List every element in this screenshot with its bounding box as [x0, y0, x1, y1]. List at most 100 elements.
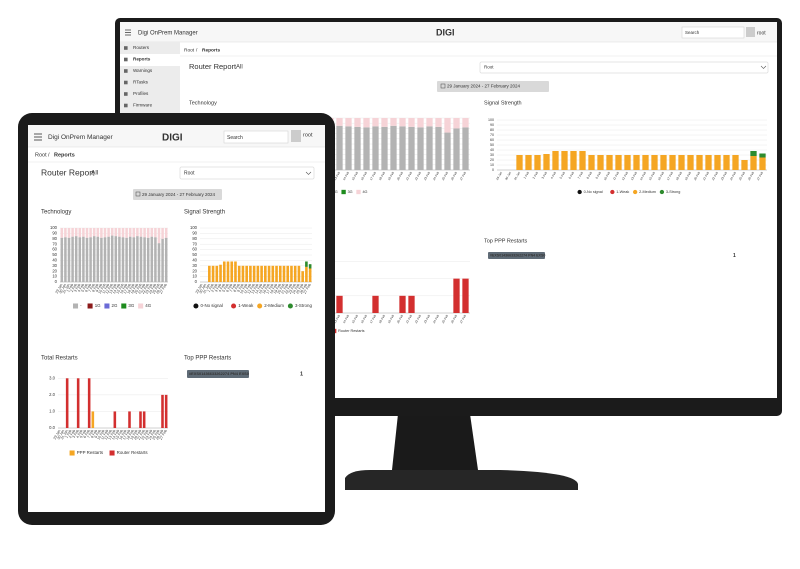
date-range-button[interactable] — [133, 189, 222, 200]
x-tick-label: 1 Feb — [66, 283, 74, 293]
bar — [241, 265, 245, 282]
logo: DIGI — [162, 133, 183, 144]
bar — [275, 265, 278, 282]
legend-label[interactable]: 2-Medium — [639, 190, 656, 194]
legend-marker — [73, 303, 79, 309]
legend-label[interactable]: 4G — [145, 303, 151, 308]
search-box[interactable] — [223, 130, 289, 144]
bar — [139, 411, 142, 428]
user-name[interactable]: root — [757, 30, 766, 36]
x-tick-label: 11 Feb — [101, 283, 110, 294]
x-tick-label: 27 Feb — [459, 314, 467, 324]
legend-label[interactable]: 2G — [112, 303, 118, 308]
menu-icon[interactable] — [34, 133, 42, 141]
x-tick-label: 19 Feb — [130, 283, 139, 295]
legend-label[interactable]: 1-Weak — [238, 303, 254, 308]
bar — [732, 155, 739, 170]
x-tick-label: 25 Feb — [738, 171, 746, 181]
x-tick-label: 9 Feb — [595, 171, 603, 180]
x-tick-label: 2 Feb — [532, 171, 540, 180]
legend-label[interactable]: - — [80, 303, 82, 308]
bar — [118, 228, 121, 237]
bar — [267, 265, 271, 282]
avatar[interactable] — [291, 130, 301, 142]
x-tick-label: 22 Feb — [141, 429, 150, 441]
legend-label[interactable]: 1-Weak — [616, 190, 629, 194]
x-tick-label: 11 Feb — [243, 283, 252, 294]
bar — [226, 261, 230, 282]
legend-label[interactable]: 2-Medium — [264, 303, 284, 308]
x-tick-label: 16 Feb — [360, 314, 368, 324]
legend-marker — [231, 303, 237, 309]
y-tick-label: 3.0 — [49, 375, 55, 380]
legend-label[interactable]: 1G — [95, 303, 101, 308]
bar — [372, 295, 379, 313]
date-range: 29 January 2024 - 27 February 2024 — [142, 192, 216, 197]
bar — [615, 155, 622, 170]
x-tick-label: 20 Feb — [396, 314, 404, 324]
legend-label[interactable]: Router Restarts — [338, 329, 364, 333]
bar — [136, 228, 139, 237]
legend-label[interactable]: 2G — [333, 190, 338, 194]
bar — [87, 378, 91, 428]
legend-marker — [121, 303, 127, 309]
legend-marker — [193, 303, 199, 309]
menu-icon[interactable] — [125, 29, 131, 36]
search-box[interactable] — [681, 26, 745, 39]
date-range-button[interactable] — [437, 81, 549, 92]
breadcrumb-separator: / — [196, 47, 198, 53]
bar — [215, 265, 219, 282]
y-tick-label: 40 — [490, 148, 494, 152]
bar — [114, 228, 118, 237]
router-select[interactable] — [479, 61, 769, 74]
bar — [139, 228, 143, 237]
bar — [237, 265, 241, 282]
report-scope: All — [236, 65, 243, 71]
x-tick-label: 14 Feb — [342, 171, 350, 181]
legend-label[interactable]: 3-Strong — [295, 303, 312, 308]
legend-label[interactable]: 3G — [128, 303, 134, 308]
x-tick-label: 5 Feb — [79, 429, 87, 439]
bar — [678, 155, 685, 170]
x-tick-label: 21 Feb — [405, 314, 413, 324]
router-select[interactable] — [179, 166, 315, 180]
legend-label[interactable]: 3G — [348, 190, 353, 194]
sidebar-item[interactable]: Reports — [133, 57, 151, 62]
x-tick-label: 19 Feb — [684, 171, 692, 181]
x-tick-label: 13 Feb — [251, 283, 260, 295]
bar — [132, 237, 136, 282]
bar — [372, 118, 379, 127]
x-tick-label: 30 Jan — [56, 429, 65, 440]
legend-marker — [257, 303, 263, 309]
user-name[interactable]: root — [303, 132, 313, 138]
legend-label[interactable]: 0-No signal — [201, 303, 223, 308]
bar — [660, 155, 667, 170]
device-badge[interactable] — [187, 370, 249, 378]
device-badge[interactable] — [488, 252, 545, 259]
chart-title: Technology — [189, 100, 217, 106]
breadcrumb-root[interactable]: Root — [184, 47, 195, 53]
bar — [435, 118, 442, 127]
bar — [290, 265, 293, 282]
bar — [516, 155, 523, 170]
x-tick-label: 12 Feb — [621, 171, 629, 181]
legend-label[interactable]: 3-Strong — [666, 190, 680, 194]
sidebar-item[interactable]: Routers — [133, 45, 150, 50]
bar — [211, 265, 215, 282]
bar — [561, 151, 568, 170]
y-tick-label: 0.0 — [49, 425, 55, 430]
bar — [64, 228, 67, 238]
legend-label[interactable]: Router Restarts — [117, 450, 149, 455]
bar — [723, 155, 730, 170]
legend-label[interactable]: PPP Restarts — [77, 450, 104, 455]
legend-label[interactable]: 0-No signal — [584, 190, 603, 194]
sidebar-item[interactable]: Profiles — [133, 91, 149, 96]
sidebar-item[interactable]: RTasks — [133, 80, 149, 85]
sidebar-item[interactable]: Warnings — [133, 68, 153, 73]
legend-label[interactable]: 4G — [362, 190, 367, 194]
bar — [336, 295, 343, 313]
avatar[interactable] — [746, 27, 755, 37]
sidebar-item[interactable]: Firmware — [133, 103, 153, 108]
x-tick-label: 29 Jan — [195, 283, 204, 294]
breadcrumb-root[interactable]: Root — [35, 152, 47, 158]
